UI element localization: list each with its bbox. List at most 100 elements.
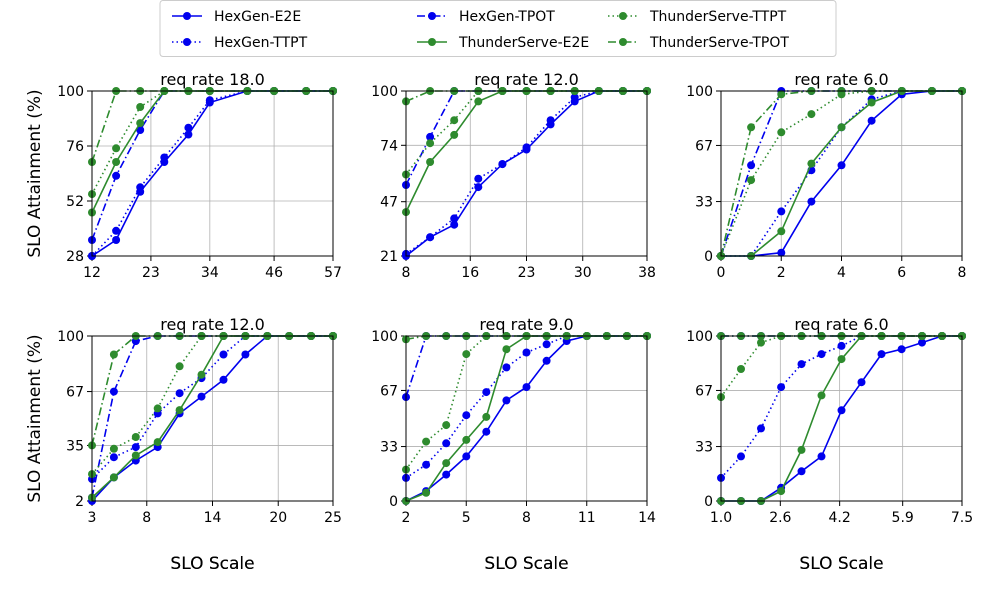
data-point — [160, 153, 169, 162]
series-hexgen-ttpt — [88, 87, 337, 260]
series-thunderserve-e2e — [88, 87, 337, 217]
data-point — [112, 171, 121, 180]
legend: HexGen-E2E HexGen-TTPT HexGen-TPOT ThunderS… — [159, 0, 837, 57]
panel-5: 2 5 8 11 14 0 33 67 100 req rate 9.0 SLO Scale — [371, 315, 656, 574]
data-point — [474, 183, 483, 192]
data-point — [426, 139, 435, 148]
data-point — [737, 452, 745, 461]
legend-marker — [428, 12, 436, 20]
y-tick-label: 100 — [57, 329, 84, 345]
data-point — [462, 452, 471, 461]
data-point — [184, 130, 193, 139]
data-point — [462, 411, 471, 420]
data-point — [757, 424, 765, 433]
data-point — [422, 460, 431, 469]
y-tick-label: 100 — [371, 84, 398, 100]
x-axis-label: SLO Scale — [170, 554, 254, 574]
x-tick-label: 2 — [402, 510, 411, 526]
data-point — [807, 197, 816, 206]
data-point — [857, 378, 866, 387]
data-point — [522, 143, 531, 152]
x-axis-label: SLO Scale — [799, 554, 883, 574]
data-point — [109, 387, 118, 396]
data-point — [109, 453, 118, 462]
series-line — [91, 335, 333, 480]
data-point — [570, 93, 579, 102]
x-tick-label: 34 — [201, 265, 219, 281]
y-tick-label: 0 — [704, 494, 713, 510]
axes-frame — [720, 90, 963, 257]
data-point — [131, 443, 140, 452]
data-point — [205, 96, 214, 105]
data-point — [817, 452, 826, 461]
panel-6: 1.0 2.6 4.2 5.9 7.5 0 33 67 100 req rate 6.0 SLO S… — [686, 315, 973, 574]
data-point — [542, 356, 551, 365]
data-point — [450, 214, 459, 223]
data-point — [426, 132, 435, 141]
data-point — [450, 116, 459, 125]
data-point — [542, 340, 551, 349]
y-tick-label: 52 — [66, 194, 84, 210]
series-line — [91, 90, 333, 241]
legend-marker — [183, 12, 191, 20]
data-point — [136, 119, 145, 128]
data-point — [450, 130, 459, 139]
x-tick-label: 1.0 — [710, 510, 732, 526]
x-axis-label: SLO Scale — [799, 554, 883, 574]
axes-frame — [405, 335, 648, 502]
data-point — [426, 158, 435, 166]
axes-frame — [720, 335, 963, 502]
data-point — [502, 363, 511, 372]
y-tick-label: 67 — [66, 385, 84, 401]
x-tick-label: 4.2 — [829, 510, 851, 526]
x-axis-label: SLO Scale — [170, 554, 254, 574]
axes-frame — [405, 90, 648, 257]
panel-title: req rate 6.0 — [794, 315, 888, 334]
data-point — [219, 350, 228, 359]
data-point — [422, 437, 431, 446]
x-tick-label: 7.5 — [951, 510, 973, 526]
data-point — [474, 97, 483, 106]
data-point — [797, 360, 806, 369]
data-point — [502, 345, 511, 354]
data-point — [442, 421, 451, 430]
x-tick-label: 8 — [522, 510, 531, 526]
data-point — [112, 226, 121, 235]
x-tick-label: 3 — [88, 510, 97, 526]
y-tick-label: 100 — [57, 84, 84, 100]
legend-marker — [183, 38, 191, 46]
data-point — [136, 183, 145, 192]
data-point — [153, 404, 162, 413]
y-tick-label: 0 — [704, 249, 713, 265]
data-point — [450, 220, 459, 229]
x-tick-label: 4 — [837, 265, 846, 281]
data-point — [546, 116, 555, 125]
data-point — [757, 338, 765, 347]
x-axis-label: SLO Scale — [484, 554, 568, 574]
data-point — [777, 90, 786, 99]
data-point — [777, 487, 786, 496]
y-tick-label: 47 — [380, 195, 398, 211]
y-tick-label: 28 — [66, 249, 84, 265]
data-point — [837, 406, 846, 415]
data-point — [112, 236, 121, 244]
y-tick-label: 35 — [66, 438, 84, 454]
data-point — [897, 345, 906, 354]
legend-item-thunderserve-e2e: ThunderServe-E2E — [417, 35, 589, 51]
panel-title: req rate 6.0 — [794, 70, 888, 89]
y-tick-label: 21 — [380, 249, 398, 265]
data-point — [442, 459, 451, 468]
data-point — [737, 365, 745, 373]
x-tick-label: 23 — [518, 265, 536, 281]
y-tick-label: 33 — [695, 195, 713, 211]
data-point — [918, 338, 926, 347]
data-point — [219, 375, 228, 384]
x-tick-label: 12 — [83, 265, 101, 281]
y-axis-label: SLO Attainment (%) — [25, 89, 45, 257]
data-point — [522, 383, 531, 392]
y-tick-label: 33 — [380, 440, 398, 456]
data-point — [777, 128, 786, 137]
x-tick-label: 2 — [777, 265, 786, 281]
data-point — [131, 433, 140, 441]
